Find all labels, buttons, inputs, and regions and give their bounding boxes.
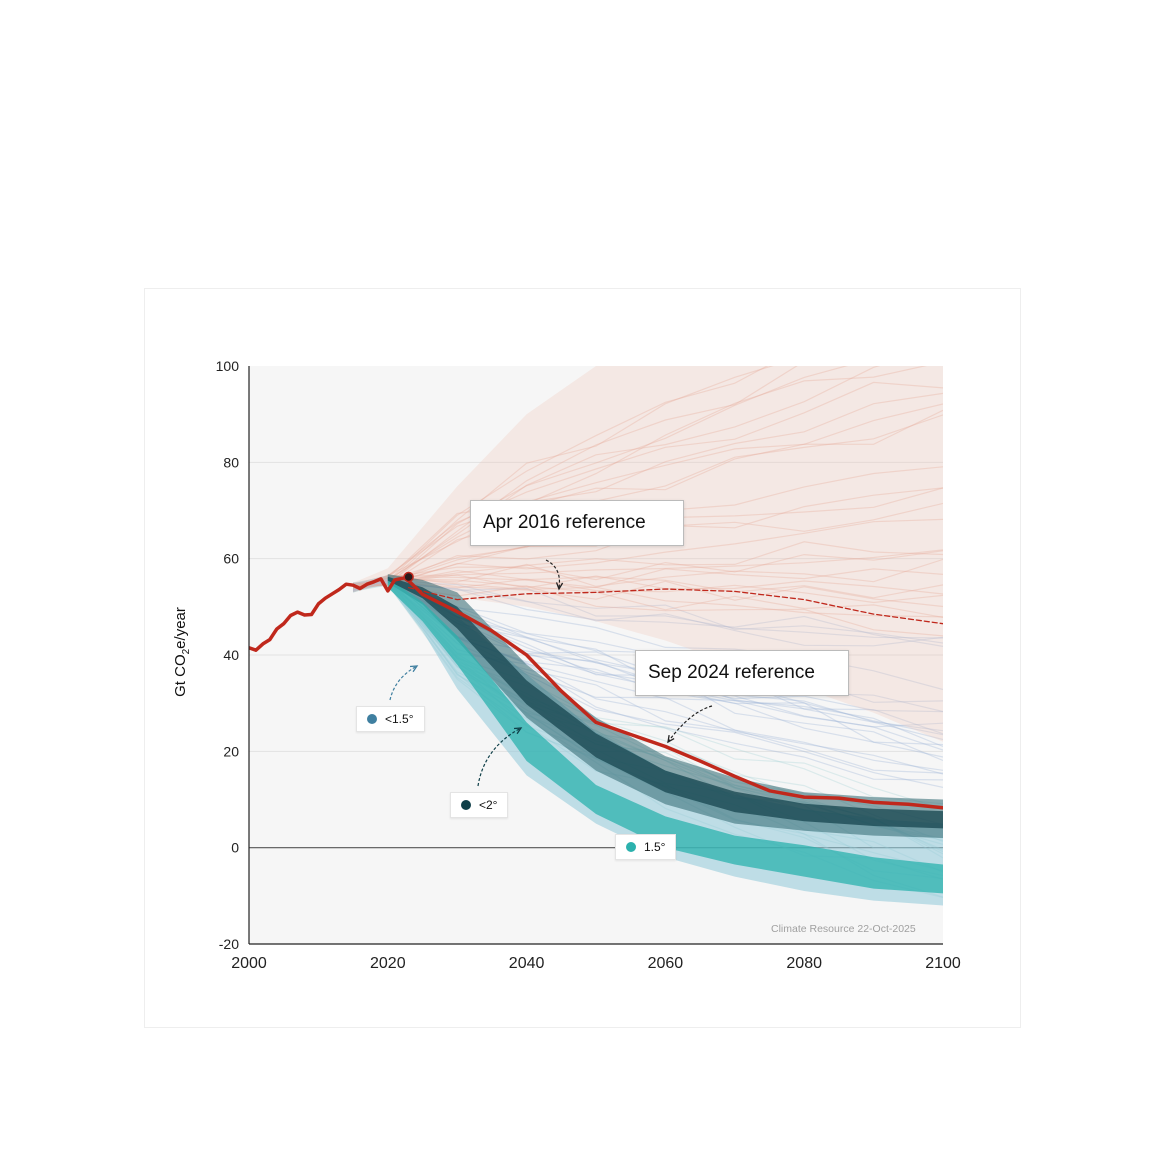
y-tick-label-100: 100: [216, 358, 240, 374]
series-line-0: [249, 575, 411, 652]
scenario-line: [352, 366, 881, 588]
scenario-line: [353, 549, 943, 590]
arrow-lt15: [389, 665, 418, 701]
scenario-line: [352, 403, 943, 585]
x-tick-label-2020: 2020: [370, 955, 406, 972]
scenario-line: [353, 414, 943, 586]
legend-15-swatch: [626, 842, 636, 852]
chart-credit: Climate Resource 22-Oct-2025: [771, 923, 916, 935]
legend-lt2-label: <2°: [479, 798, 498, 812]
scenario-line: [353, 366, 849, 586]
legend-15: 1.5°: [615, 834, 677, 860]
y-tick-label-0: 0: [231, 840, 239, 856]
scenario-line: [352, 392, 943, 588]
high-emission-envelope: [353, 366, 943, 742]
arrow-lt2-head: [513, 727, 523, 735]
scenario-line: [353, 366, 798, 587]
arrow-lt15-head: [409, 665, 419, 673]
x-tick-label-2040: 2040: [509, 955, 545, 972]
y-tick-label-40: 40: [223, 647, 239, 663]
x-tick-label-2080: 2080: [786, 955, 822, 972]
scenario-line: [352, 409, 943, 591]
scenario-line: [353, 518, 943, 589]
scenario-line: [353, 366, 774, 587]
scenario-line: [353, 366, 769, 585]
scenario-line: [352, 550, 943, 586]
series-lines: [249, 571, 943, 810]
legend-15-label: 1.5°: [644, 840, 666, 854]
annotation-apr-2016-text: Apr 2016 reference: [483, 512, 646, 533]
legend-lt2-swatch: [461, 800, 471, 810]
legend-lt15: <1.5°: [356, 706, 425, 732]
series-line-1: [406, 579, 943, 810]
annotation-apr-2016: Apr 2016 reference: [470, 500, 684, 546]
scenario-line: [352, 574, 943, 595]
y-tick-label-60: 60: [223, 551, 239, 567]
pathway-bands: [387, 574, 943, 906]
band-lt2-core: [387, 576, 943, 829]
annotation-sep-2024: Sep 2024 reference: [635, 650, 849, 696]
arrow-apr-2016: [545, 559, 561, 589]
legend-lt15-label: <1.5°: [385, 712, 414, 726]
arrow-lt2: [477, 727, 522, 787]
legend-lt15-swatch: [367, 714, 377, 724]
y-tick-label-80: 80: [223, 454, 239, 470]
annotation-arrows: [389, 559, 713, 787]
y-axis-label: Gt CO2e/year: [172, 607, 192, 697]
arrow-apr-2016-head: [555, 582, 564, 591]
series-line-2: [407, 586, 943, 625]
arrow-sep-2024-head: [667, 734, 675, 744]
scenario-line: [352, 568, 943, 589]
x-tick-label-2000: 2000: [231, 955, 267, 972]
y-tick-label--20: -20: [219, 936, 239, 952]
latest-data-point: [403, 571, 414, 583]
arrow-sep-2024: [667, 705, 713, 743]
scenario-line: [353, 569, 943, 599]
annotation-sep-2024-text: Sep 2024 reference: [648, 662, 815, 683]
band-2: [387, 577, 943, 894]
scenario-line: [352, 366, 928, 586]
x-tick-label-2100: 2100: [925, 955, 961, 972]
y-tick-label-20: 20: [223, 743, 239, 759]
scenario-line: [353, 541, 943, 584]
x-tick-label-2060: 2060: [648, 955, 684, 972]
scenario-line: [352, 381, 943, 588]
legend-lt2: <2°: [450, 792, 509, 818]
